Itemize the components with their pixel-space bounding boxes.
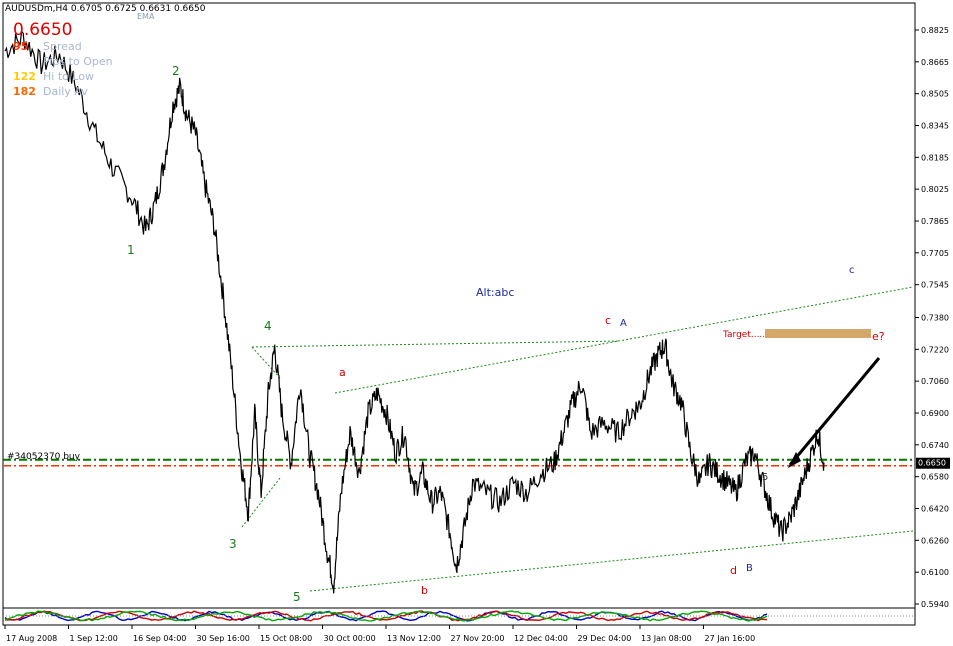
x-tick-label: 29 Dec 04:00 <box>578 634 632 643</box>
y-tick-label: 0.6420 <box>921 504 949 513</box>
y-tick-label: 0.8025 <box>921 185 949 194</box>
y-tick-label: 0.7380 <box>921 313 949 322</box>
x-tick-label: 17 Aug 2008 <box>6 634 57 643</box>
oscillator-line <box>4 610 768 622</box>
wave-label-red: d <box>730 564 737 577</box>
y-tick-label: 0.7545 <box>921 281 949 290</box>
e-question-label: e? <box>872 330 885 343</box>
y-tick-label: 0.7220 <box>921 345 949 354</box>
x-tick-label: 15 Oct 08:00 <box>260 634 312 643</box>
info-label: Hi to Low <box>43 70 95 83</box>
order-line-label: #34052370 buy <box>7 452 80 462</box>
wave-label-blue: A <box>620 318 627 329</box>
y-tick-label: 0.7865 <box>921 217 949 226</box>
info-value: 95 <box>13 40 29 53</box>
x-axis: 17 Aug 2008 1 Sep 12:00 16 Sep 04:00 30 Sep… <box>4 625 756 643</box>
y-tick-label: 0.6100 <box>921 568 949 577</box>
x-tick-label: 27 Nov 20:00 <box>451 634 505 643</box>
symbol-title: AUDUSDm,H4 <box>5 4 69 14</box>
trendline-top-flat <box>251 340 621 348</box>
oscillator-line <box>4 610 768 622</box>
trendline-wave4-a <box>251 346 281 379</box>
y-tick-label: 0.7705 <box>921 249 949 258</box>
x-tick-label: 1 Sep 12:00 <box>70 634 118 643</box>
chart-frame <box>2 2 916 626</box>
oscillator-line <box>4 610 768 622</box>
y-tick-label: 0.6900 <box>921 409 949 418</box>
wave-label-green: 4 <box>264 319 272 333</box>
info-value: 182 <box>13 85 36 98</box>
y-tick-label: 0.8665 <box>921 58 949 67</box>
y-tick-label: 0.8345 <box>921 122 949 131</box>
forecast-arrowhead <box>788 452 801 468</box>
price-series <box>4 29 825 594</box>
annotations: 1 2 3 4 5 a b c d A Bc Alt:abc Target..... e? 5 <box>127 64 885 604</box>
forecast-arrow <box>788 357 881 466</box>
chart-header: AUDUSDm,H4 0.6705 0.6725 0.6631 0.6650 <box>5 4 205 14</box>
y-tick-label: 0.8825 <box>921 26 949 35</box>
y-tick-label: 0.8505 <box>921 90 949 99</box>
guide-layer: 0.6650 <box>3 286 950 592</box>
x-tick-label: 27 Jan 16:00 <box>705 634 756 643</box>
wave-label-green: 2 <box>172 64 180 78</box>
target-label: Target..... <box>722 330 765 340</box>
y-tick-label: 0.6260 <box>921 536 949 545</box>
ohlc-values: 0.6705 0.6725 0.6631 0.6650 <box>70 4 206 14</box>
target-zone <box>765 329 871 338</box>
wave-label-blue: B <box>746 563 753 574</box>
current-price-box <box>916 457 950 469</box>
y-tick-label: 0.8185 <box>921 153 949 162</box>
current-price-big: 0.6650 <box>13 20 73 40</box>
wave-label-red: c <box>605 314 611 327</box>
y-axis: 0.8825 0.8665 0.8505 0.8345 0.8185 0.8025 0.78… <box>915 26 949 609</box>
wave-label-green: 3 <box>229 537 237 551</box>
y-tick-label: 0.7060 <box>921 377 949 386</box>
x-tick-label: 13 Nov 12:00 <box>387 634 441 643</box>
x-tick-label: 30 Sep 16:00 <box>197 634 250 643</box>
trendline-upper <box>334 286 914 394</box>
y-tick-label: 0.5940 <box>921 600 949 609</box>
wave-label-green: 1 <box>127 243 135 257</box>
oscillator-series <box>3 610 915 622</box>
info-value: 122 <box>13 70 36 83</box>
x-tick-label: 13 Jan 08:00 <box>641 634 692 643</box>
trendline-lower <box>309 530 914 592</box>
info-label: Daily Av <box>43 85 88 98</box>
wave-label-blue: c <box>849 265 855 276</box>
wave-label-red: a <box>339 366 346 379</box>
x-tick-label: 12 Dec 04:00 <box>514 634 568 643</box>
wave-label-red: b <box>421 584 428 597</box>
x-tick-label: 30 Oct 00:00 <box>324 634 376 643</box>
y-tick-label: 0.6580 <box>921 473 949 482</box>
info-label: Spread <box>43 40 82 53</box>
wave-label-green: 5 <box>293 590 301 604</box>
wave-label-small-5: 5 <box>762 472 768 483</box>
alt-abc-label: Alt:abc <box>476 286 514 299</box>
x-tick-label: 16 Sep 04:00 <box>133 634 186 643</box>
price-bars <box>4 29 825 594</box>
y-tick-label: 0.6740 <box>921 441 949 450</box>
info-label: Pips to Open <box>43 55 113 68</box>
current-price-label: 0.6650 <box>918 459 946 468</box>
indicator-tag: EMA <box>137 12 155 21</box>
